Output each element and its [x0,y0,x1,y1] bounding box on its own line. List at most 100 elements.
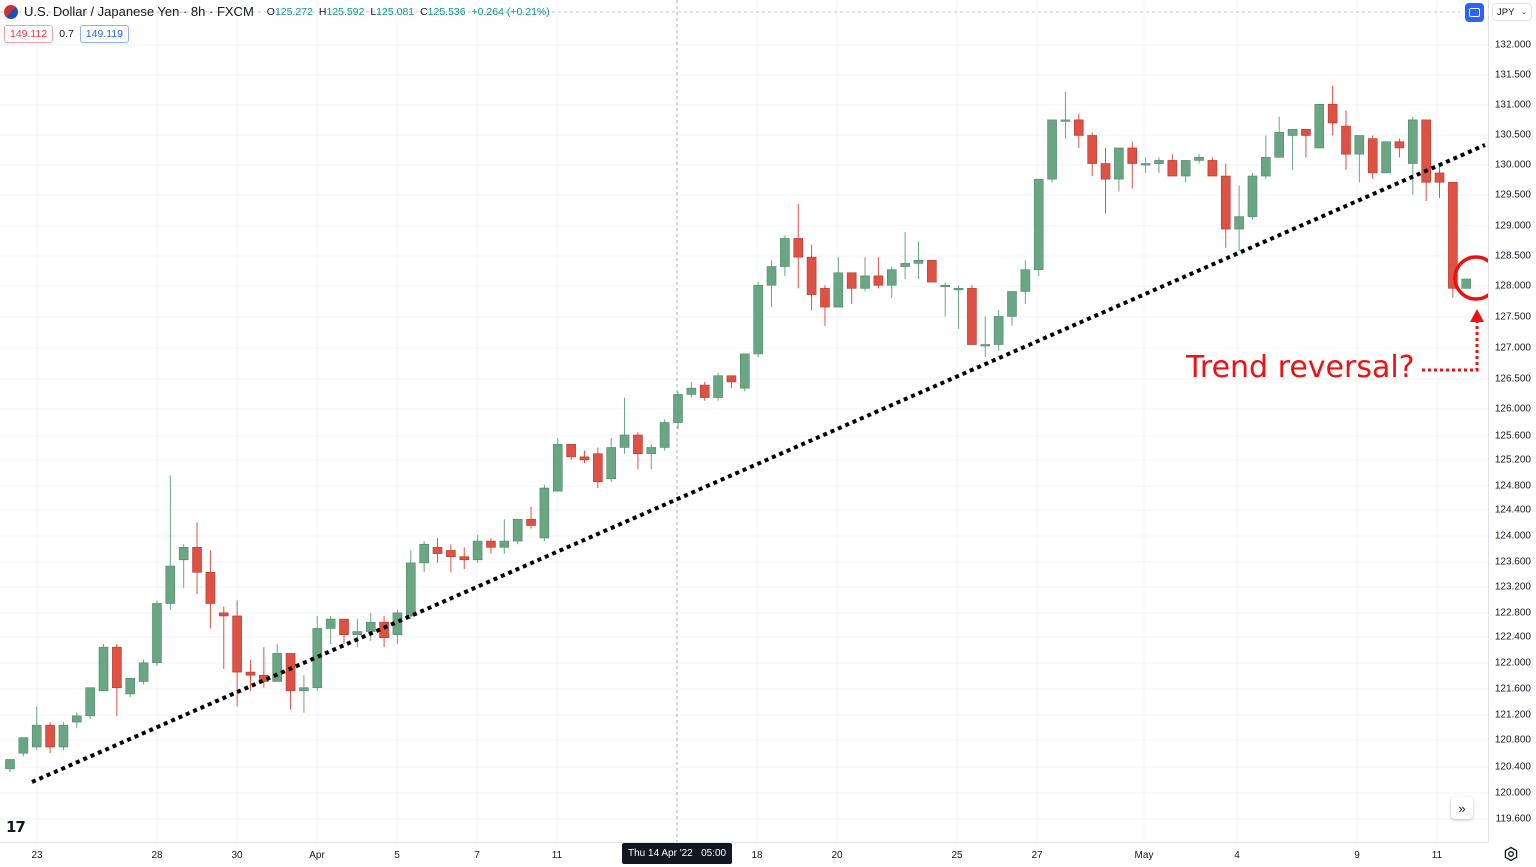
price-tick-label: 129.000 [1494,220,1531,232]
price-tick-label: 131.000 [1494,99,1531,111]
price-tick-label: 120.800 [1494,734,1531,746]
candle [1007,291,1017,326]
candle [486,537,496,554]
candle [205,550,216,629]
symbol-legend: U.S. Dollar / Japanese Yen · 8h · FXCM O… [4,4,550,19]
candle [1434,166,1445,198]
price-tick-label: 120.400 [1494,761,1531,773]
price-tick-label: 122.800 [1494,607,1531,619]
candle [726,375,737,389]
candle [352,619,363,648]
candle [699,381,710,401]
autoscale-button[interactable] [1465,3,1484,22]
candle [178,544,189,588]
candle [499,519,510,554]
candle [739,353,750,392]
autoscale-icon [1469,8,1480,17]
low-value: 125.081 [376,5,415,18]
candle [593,447,603,489]
price-tick-label: 125.600 [1494,430,1531,442]
price-tick-label: 119.600 [1495,813,1531,825]
candle [5,759,15,772]
open-value: 125.272 [274,5,313,18]
candle [940,282,951,317]
price-tick-label: 121.200 [1494,709,1531,721]
candle [1220,163,1231,248]
candle [325,615,336,645]
crosshair-time-label: Thu 14 Apr '22 05:00 [622,843,733,864]
tradingview-logo-icon[interactable]: 17 [6,818,26,836]
candle [753,282,763,357]
candle [85,687,95,719]
candle [606,438,617,482]
price-tick-label: 127.500 [1494,311,1531,323]
candle [45,722,55,754]
candle [339,618,349,645]
candle [125,678,136,698]
price-tick-label: 122.000 [1494,657,1531,669]
candle [245,659,256,691]
candle [1381,141,1391,174]
candle [31,706,42,751]
candle [58,722,69,751]
time-tick-label: 27 [1031,850,1043,861]
time-tick-label: 11 [551,850,563,861]
candle [659,419,670,451]
time-tick-label: 28 [151,850,163,861]
time-tick-label: 9 [1354,850,1360,861]
price-tick-label: 120.000 [1494,787,1531,799]
spread-value: 0.7 [59,28,74,40]
candle [1287,128,1298,170]
candle [1394,138,1405,158]
sell-button[interactable]: 149.112 [4,25,54,43]
price-axis[interactable]: 132.000 131.500 131.000 130.500 130.000 129.5… [1488,0,1536,842]
candle [673,391,683,429]
annotation-arrow [1422,322,1479,372]
candle [1154,157,1164,173]
settings-gear-icon[interactable] [1503,846,1519,862]
candle [1020,260,1031,304]
candle [860,257,870,292]
candle [873,257,884,289]
change-value: +0.264 (+0.21%) [471,5,550,18]
candle [98,644,109,692]
candle [780,235,790,276]
arrow-head-icon [1470,309,1484,322]
candle [18,737,29,757]
candle [566,444,576,460]
currency-selector[interactable]: JPY ⌄ [1492,3,1532,21]
buy-button[interactable]: 149.119 [79,25,129,43]
candle [112,644,122,716]
candle [886,266,897,298]
candle [459,547,470,570]
candle [1354,135,1365,183]
candlestick-chart[interactable] [0,0,1488,842]
candle [539,484,550,542]
candle [1114,147,1124,192]
candle [846,272,857,304]
candle [446,544,456,573]
price-tick-label: 122.400 [1494,631,1531,643]
price-tick-label: 124.800 [1494,480,1531,492]
price-tick-label: 130.000 [1494,159,1531,171]
price-tick-label: 128.500 [1494,250,1531,262]
candle [1461,278,1472,289]
time-tick-label: 20 [831,850,843,861]
candle [1367,135,1378,180]
candle [900,232,910,279]
currency-label: JPY [1497,6,1515,18]
candle [72,712,82,729]
candle [1180,160,1191,183]
symbol-title[interactable]: U.S. Dollar / Japanese Yen · 8h · FXCM [24,4,254,19]
candle [232,600,242,707]
candle [285,653,296,710]
chevron-down-icon: ⌄ [1521,9,1527,16]
double-chevron-right-icon: » [1458,800,1466,816]
time-axis[interactable]: 23 28 30 Apr 5 7 11 18 20 25 27 May 4 9 11 [0,842,1488,867]
scroll-to-realtime-button[interactable]: » [1451,797,1473,819]
time-tick-label: 30 [231,850,243,861]
trendline [31,143,1486,784]
price-tick-label: 127.000 [1494,342,1531,354]
candle [980,316,991,357]
candle [1167,154,1178,177]
